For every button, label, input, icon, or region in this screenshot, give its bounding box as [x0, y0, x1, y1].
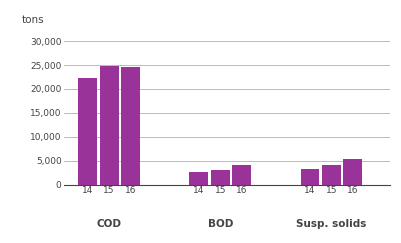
Bar: [232, 165, 251, 185]
Text: Susp. solids: Susp. solids: [296, 219, 366, 229]
Text: tons: tons: [22, 16, 45, 26]
Bar: [321, 165, 340, 185]
Bar: [189, 172, 208, 185]
Bar: [78, 78, 97, 185]
Bar: [99, 66, 118, 185]
Bar: [342, 159, 361, 185]
Text: BOD: BOD: [207, 219, 233, 229]
Bar: [211, 170, 229, 185]
Bar: [121, 67, 140, 185]
Text: COD: COD: [96, 219, 122, 229]
Bar: [300, 169, 319, 185]
